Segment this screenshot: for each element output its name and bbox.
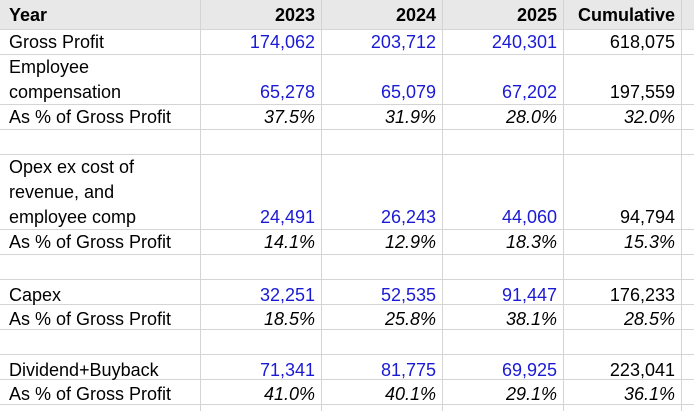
opex-label-line2[interactable]: revenue, and <box>9 182 115 202</box>
column-divider <box>442 0 443 411</box>
row-divider <box>0 354 694 355</box>
employee-comp-label-line1[interactable]: Employee <box>9 57 90 77</box>
dividend-buyback-pct-label[interactable]: As % of Gross Profit <box>9 384 172 404</box>
opex-cumulative[interactable]: 94,794 <box>619 207 675 227</box>
column-divider <box>321 0 322 411</box>
header-2025[interactable]: 2025 <box>516 5 557 25</box>
row-divider <box>0 379 694 380</box>
opex-pct-2024[interactable]: 12.9% <box>384 232 436 252</box>
opex-label-line3[interactable]: employee comp <box>9 207 137 227</box>
capex-pct-label[interactable]: As % of Gross Profit <box>9 309 172 329</box>
gross-profit-2024[interactable]: 203,712 <box>370 32 436 52</box>
row-divider <box>0 304 694 305</box>
row-divider <box>0 154 694 155</box>
capex-pct-cumulative[interactable]: 28.5% <box>623 309 675 329</box>
dividend-buyback-pct-2025[interactable]: 29.1% <box>505 384 557 404</box>
capex-pct-2023[interactable]: 18.5% <box>263 309 315 329</box>
employee-comp-label-line2[interactable]: compensation <box>9 82 122 102</box>
dividend-buyback-cumulative[interactable]: 223,041 <box>609 360 675 380</box>
row-divider <box>0 229 694 230</box>
row-divider <box>0 54 694 55</box>
employee-comp-cumulative[interactable]: 197,559 <box>609 82 675 102</box>
gross-profit-2025[interactable]: 240,301 <box>491 32 557 52</box>
gross-profit-2023[interactable]: 174,062 <box>249 32 315 52</box>
capex-pct-2024[interactable]: 25.8% <box>384 309 436 329</box>
row-divider <box>0 329 694 330</box>
opex-pct-cumulative[interactable]: 15.3% <box>623 232 675 252</box>
employee-comp-pct-label[interactable]: As % of Gross Profit <box>9 107 172 127</box>
capex-cumulative[interactable]: 176,233 <box>609 285 675 305</box>
row-divider <box>0 254 694 255</box>
dividend-buyback-2023[interactable]: 71,341 <box>259 360 315 380</box>
column-divider <box>563 0 564 411</box>
header-2024[interactable]: 2024 <box>395 5 436 25</box>
row-divider <box>0 29 694 30</box>
capex-2025[interactable]: 91,447 <box>501 285 557 305</box>
employee-comp-pct-2023[interactable]: 37.5% <box>263 107 315 127</box>
employee-comp-pct-2024[interactable]: 31.9% <box>384 107 436 127</box>
header-2023[interactable]: 2023 <box>274 5 315 25</box>
dividend-buyback-label[interactable]: Dividend+Buyback <box>9 360 159 380</box>
capex-2023[interactable]: 32,251 <box>259 285 315 305</box>
opex-label-line1[interactable]: Opex ex cost of <box>9 157 135 177</box>
capex-pct-2025[interactable]: 38.1% <box>505 309 557 329</box>
row-divider <box>0 279 694 280</box>
gross-profit-label[interactable]: Gross Profit <box>9 32 105 52</box>
header-cumulative[interactable]: Cumulative <box>577 5 675 25</box>
header-year-label[interactable]: Year <box>9 5 48 25</box>
employee-comp-2025[interactable]: 67,202 <box>501 82 557 102</box>
dividend-buyback-2024[interactable]: 81,775 <box>380 360 436 380</box>
opex-pct-2023[interactable]: 14.1% <box>263 232 315 252</box>
opex-2024[interactable]: 26,243 <box>380 207 436 227</box>
dividend-buyback-2025[interactable]: 69,925 <box>501 360 557 380</box>
capex-label[interactable]: Capex <box>9 285 62 305</box>
employee-comp-pct-2025[interactable]: 28.0% <box>505 107 557 127</box>
dividend-buyback-pct-2023[interactable]: 41.0% <box>263 384 315 404</box>
employee-comp-2023[interactable]: 65,278 <box>259 82 315 102</box>
row-divider <box>0 129 694 130</box>
row-divider <box>0 104 694 105</box>
opex-pct-label[interactable]: As % of Gross Profit <box>9 232 172 252</box>
dividend-buyback-pct-2024[interactable]: 40.1% <box>384 384 436 404</box>
employee-comp-pct-cumulative[interactable]: 32.0% <box>623 107 675 127</box>
column-divider <box>681 0 682 411</box>
header-row-background <box>0 0 694 29</box>
dividend-buyback-pct-cumulative[interactable]: 36.1% <box>623 384 675 404</box>
opex-pct-2025[interactable]: 18.3% <box>505 232 557 252</box>
opex-2025[interactable]: 44,060 <box>501 207 557 227</box>
opex-2023[interactable]: 24,491 <box>259 207 315 227</box>
column-divider <box>200 0 201 411</box>
employee-comp-2024[interactable]: 65,079 <box>380 82 436 102</box>
gross-profit-cumulative[interactable]: 618,075 <box>609 32 675 52</box>
capex-2024[interactable]: 52,535 <box>380 285 436 305</box>
row-divider <box>0 404 694 405</box>
